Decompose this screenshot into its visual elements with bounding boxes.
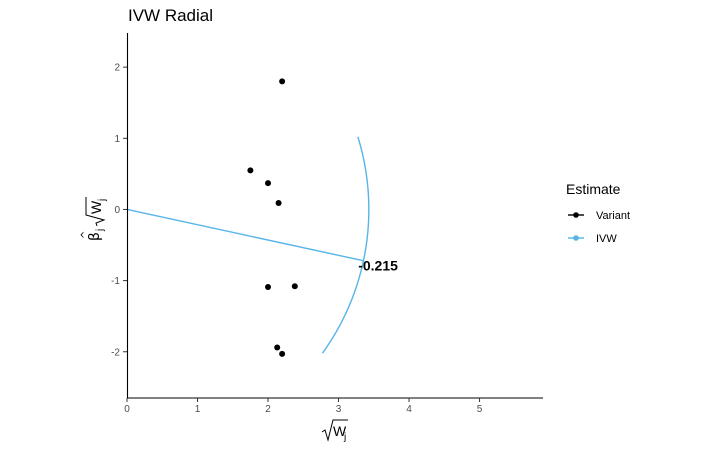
y-tick-label: -2 [111, 347, 120, 358]
y-tick-label: 1 [114, 134, 120, 145]
legend-label-ivw: IVW [596, 233, 617, 245]
legend-item-variant: Variant [568, 210, 630, 222]
x-tick-label: 2 [265, 404, 271, 415]
x-tick-label: 0 [124, 404, 130, 415]
svg-text:j: j [343, 432, 346, 443]
variant-point [291, 283, 298, 290]
ivw-fit-line [126, 208, 364, 262]
x-tick-label: 1 [195, 404, 201, 415]
legend: Estimate Variant IVW [566, 181, 630, 245]
svg-text:β: β [87, 232, 103, 241]
x-tick-label: 4 [406, 404, 412, 415]
y-tick-label: 2 [114, 63, 120, 74]
x-axis-label-radical [321, 419, 348, 442]
plot-area [126, 78, 370, 357]
x-tick-label: 5 [477, 404, 483, 415]
chart-title: IVW Radial [128, 6, 213, 25]
axes [126, 33, 543, 399]
ivw-radial-arc [321, 136, 370, 354]
variant-point [247, 167, 254, 174]
legend-key-ivw-dot [573, 235, 579, 241]
variant-point [275, 200, 282, 207]
svg-text:^: ^ [80, 231, 91, 239]
x-ticks: 0 1 2 3 4 5 [124, 398, 483, 415]
svg-text:j: j [95, 229, 106, 232]
x-tick-label: 3 [336, 404, 342, 415]
ivw-estimate-label: -0.215 [358, 258, 398, 274]
svg-text:j: j [97, 199, 108, 202]
variant-point [274, 344, 281, 351]
svg-text:W: W [333, 423, 347, 439]
variant-point [265, 180, 272, 187]
svg-text:W: W [88, 200, 104, 214]
variant-point [279, 78, 286, 85]
variant-point [279, 350, 286, 357]
variant-point [265, 284, 272, 291]
legend-item-ivw: IVW [568, 233, 617, 245]
y-axis-label: β ^ j W j [80, 197, 108, 241]
legend-title: Estimate [566, 181, 621, 197]
x-axis-label: W j [321, 419, 348, 443]
y-ticks: -2 -1 0 1 2 [111, 63, 127, 358]
y-tick-label: -1 [111, 276, 120, 287]
legend-key-variant-dot [573, 212, 579, 218]
y-tick-label: 0 [114, 205, 120, 216]
legend-label-variant: Variant [596, 210, 630, 222]
